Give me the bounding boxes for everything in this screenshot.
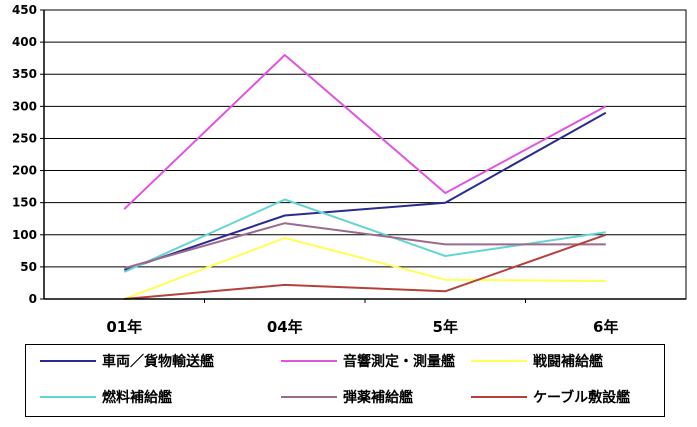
legend-swatch-2 [471, 360, 527, 362]
y-tick-label-400: 400 [12, 35, 37, 49]
series-line-4 [124, 222, 606, 270]
legend-item-5: ケーブル敷設艦 [471, 387, 630, 407]
x-tick-label-2: 5年 [433, 318, 458, 336]
y-tick-label-250: 250 [12, 131, 37, 145]
legend-item-4: 弾薬補給艦 [281, 387, 413, 407]
x-tick-label-1: 04年 [267, 318, 303, 336]
plot-area-border [43, 9, 687, 300]
legend-label-4: 弾薬補給艦 [343, 390, 413, 406]
legend-label-5: ケーブル敷設艦 [533, 390, 631, 406]
y-tick-label-450: 450 [12, 3, 37, 17]
y-tick-label-150: 150 [12, 196, 37, 210]
legend-item-1: 音響測定・測量艦 [281, 351, 455, 371]
legend-item-2: 戦闘補給艦 [471, 351, 603, 371]
x-tick-label-3: 6年 [593, 318, 618, 336]
legend-swatch-3 [40, 396, 96, 398]
legend-swatch-0 [40, 360, 96, 362]
x-axis-ticks: 01年 04年 5年 6年 [106, 299, 618, 336]
y-tick-label-200: 200 [12, 164, 37, 178]
legend-label-2: 戦闘補給艦 [533, 354, 603, 370]
legend-item-0: 車両／貨物輸送艦 [40, 351, 214, 371]
legend-swatch-5 [471, 396, 527, 398]
y-tick-label-300: 300 [12, 99, 37, 113]
x-tick-label-0: 01年 [106, 318, 142, 336]
series-line-1 [123, 54, 607, 210]
legend: 車両／貨物輸送艦 音響測定・測量艦 戦闘補給艦燃料補給艦 弾薬補給艦 ケーブル敷設艦 [25, 344, 665, 417]
legend-label-0: 車両／貨物輸送艦 [102, 354, 214, 370]
legend-swatch-1 [281, 360, 337, 362]
y-tick-label-0: 0 [29, 292, 37, 306]
series-line-5 [124, 233, 607, 300]
y-tick-label-100: 100 [12, 228, 37, 242]
axes [43, 9, 687, 300]
y-axis-ticks: 0 50 100 150 200 250 300 350 400 450 [12, 3, 44, 306]
legend-item-3: 燃料補給艦 [40, 387, 172, 407]
legend-label-1: 音響測定・測量艦 [343, 354, 455, 370]
series-line-0 [123, 111, 607, 272]
legend-label-3: 燃料補給艦 [102, 390, 172, 406]
series-line-2 [123, 237, 606, 300]
legend-swatch-4 [281, 396, 337, 398]
y-tick-label-50: 50 [20, 260, 37, 274]
y-tick-label-350: 350 [12, 67, 37, 81]
series-lines [123, 54, 607, 300]
